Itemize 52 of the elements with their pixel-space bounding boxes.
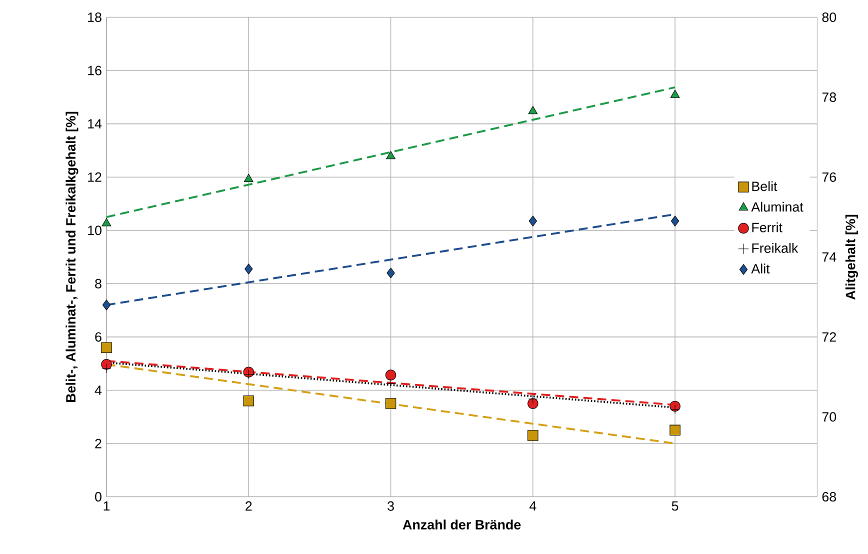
point (385, 398, 396, 409)
y2-tick-label: 76 (822, 172, 836, 182)
point (528, 106, 538, 114)
point (386, 267, 395, 278)
point (243, 366, 254, 378)
point (243, 395, 254, 406)
y-tick-label: 18 (88, 12, 102, 22)
point (244, 174, 254, 182)
y-tick-label: 14 (88, 119, 102, 128)
y-tick-label: 16 (88, 66, 102, 76)
legend-label: Alit (751, 263, 770, 274)
y2-tick-label: 78 (822, 92, 836, 102)
y-tick-label: 2 (95, 438, 102, 448)
point (670, 404, 680, 414)
y2-tick-label: 72 (822, 332, 836, 342)
point (528, 216, 537, 226)
point (386, 378, 396, 388)
y-tick-label: 12 (88, 172, 102, 182)
point (102, 299, 111, 310)
x-tick-label: 4 (529, 501, 536, 510)
x-axis-title: Anzahl der Brände (402, 519, 521, 530)
point (386, 150, 396, 159)
y2-tick-label: 70 (822, 412, 836, 422)
y2-tick-label: 74 (822, 252, 836, 262)
legend-label: Ferrit (752, 222, 782, 232)
legend-label: Freikalk (752, 242, 798, 253)
y-tick-label: 4 (94, 385, 102, 395)
point (528, 394, 538, 404)
x-tick-label: 1 (104, 501, 110, 510)
y2-axis-title: Alitgehalt [%] (845, 214, 858, 300)
y-tick-label: 0 (95, 492, 102, 502)
point (244, 263, 253, 274)
point (670, 216, 680, 226)
y-tick-label: 6 (95, 332, 102, 342)
point (670, 424, 680, 436)
y-tick-label: 8 (95, 278, 102, 288)
point (102, 363, 112, 373)
legend-label: Aluminat (751, 202, 804, 212)
x-tick-label: 2 (246, 501, 252, 511)
point (101, 342, 112, 353)
y2-tick-label: 68 (822, 492, 836, 502)
point (528, 430, 538, 441)
y2-tick-label: 80 (822, 12, 836, 22)
y-axis-title: Belit-, Aluminat-, Ferrit und Freikalkgehalt [%] (66, 112, 78, 402)
x-tick-label: 3 (388, 501, 394, 511)
point (670, 90, 680, 98)
legend-label: Belit (752, 181, 778, 191)
x-tick-label: 5 (672, 501, 678, 511)
point (385, 370, 396, 380)
point (102, 218, 112, 226)
point (244, 369, 254, 379)
y-tick-label: 10 (88, 225, 102, 235)
